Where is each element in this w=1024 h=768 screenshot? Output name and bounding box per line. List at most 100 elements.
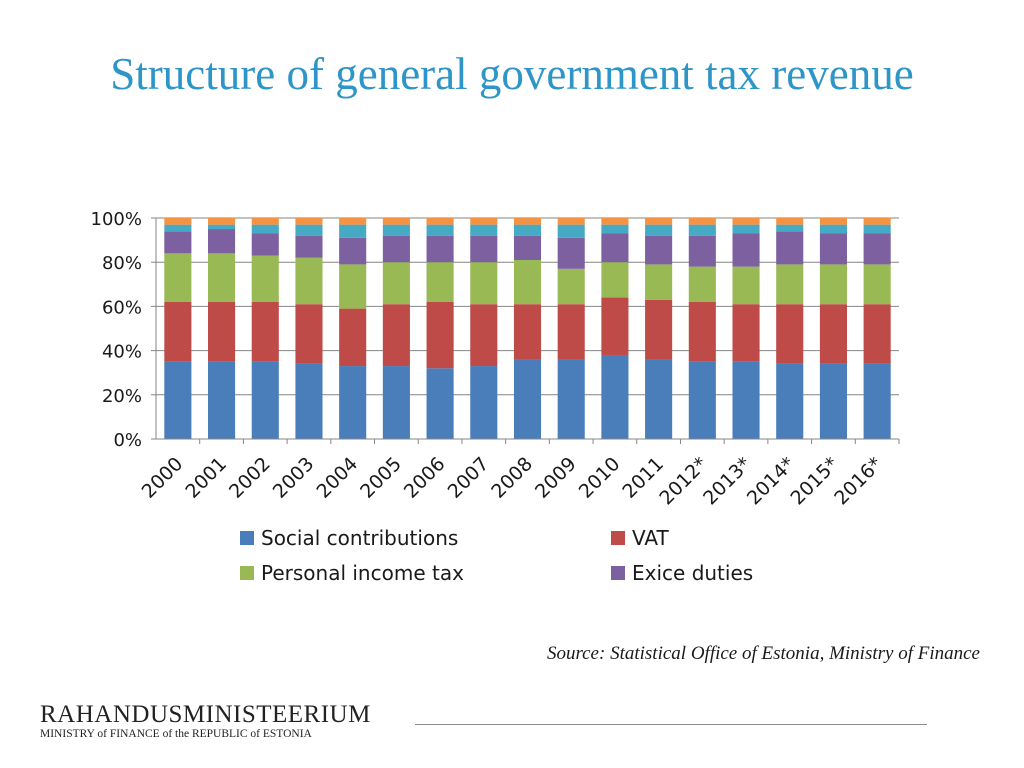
bar-segment-vat: [732, 304, 760, 362]
x-tick-label: 2008: [487, 453, 537, 503]
bar-segment-exice-duties: [513, 235, 542, 260]
bar-segment-personal-income-tax: [208, 253, 236, 302]
bar-segment-vat: [557, 304, 585, 360]
bar-segment-other-4: [557, 224, 585, 238]
bar-segment-exice-duties: [601, 233, 629, 263]
bar-segment-vat: [382, 304, 410, 367]
bar-segment-other-5: [164, 218, 192, 225]
bar-segment-personal-income-tax: [382, 262, 410, 305]
bar-segment-vat: [339, 308, 367, 367]
bar-segment-other-5: [688, 218, 716, 225]
bar-segment-other-5: [251, 218, 279, 225]
bar-segment-other-4: [645, 224, 673, 236]
y-tick-label: 20%: [102, 386, 142, 407]
y-tick-label: 0%: [113, 430, 142, 451]
bar-segment-exice-duties: [251, 233, 279, 256]
bar-segment-other-4: [513, 224, 542, 236]
legend-swatch: [611, 531, 625, 545]
bar-segment-social-contributions: [819, 363, 847, 439]
y-tick-label: 100%: [91, 209, 142, 230]
x-tick-label: 2016*: [830, 453, 886, 509]
bar-segment-social-contributions: [295, 363, 323, 439]
bar-segment-exice-duties: [470, 235, 498, 263]
legend-swatch: [611, 566, 625, 580]
bar-segment-social-contributions: [645, 359, 673, 439]
x-tick-label: 2012*: [655, 453, 711, 509]
x-tick-label: 2000: [138, 453, 188, 503]
bar-segment-other-4: [732, 224, 760, 234]
bar-segment-other-5: [601, 218, 629, 225]
bar-segment-social-contributions: [164, 361, 192, 439]
bar-segment-vat: [251, 301, 279, 362]
bar-segment-social-contributions: [208, 361, 236, 439]
x-tick-label: 2004: [312, 453, 362, 503]
bar-segment-other-5: [208, 218, 236, 225]
legend-swatch: [240, 566, 254, 580]
x-tick-label: 2003: [269, 453, 319, 503]
bar-segment-other-5: [819, 218, 847, 225]
bar-segment-other-5: [382, 218, 410, 225]
bar-segment-social-contributions: [470, 366, 498, 439]
bar-segment-other-5: [295, 218, 323, 225]
y-tick-label: 80%: [102, 253, 142, 274]
bar-segment-other-4: [601, 224, 629, 234]
bar-segment-other-5: [470, 218, 498, 225]
bar-segment-social-contributions: [863, 363, 891, 439]
bar-segment-other-4: [251, 224, 279, 234]
bar-segment-social-contributions: [601, 355, 629, 439]
bar-segment-personal-income-tax: [601, 262, 629, 298]
bar-segment-other-4: [819, 224, 847, 234]
bar-segment-other-5: [426, 218, 454, 225]
bar-segment-personal-income-tax: [164, 253, 192, 302]
bar-segment-other-4: [688, 224, 716, 236]
bar-segment-exice-duties: [339, 237, 367, 265]
x-tick-label: 2010: [575, 453, 625, 503]
bar-segment-other-5: [645, 218, 673, 225]
legend-label: Exice duties: [632, 561, 753, 585]
x-tick-label: 2009: [531, 453, 581, 503]
bar-segment-personal-income-tax: [470, 262, 498, 305]
x-tick-label: 2006: [400, 453, 450, 503]
bar-segment-vat: [776, 304, 804, 364]
bar-segment-social-contributions: [339, 366, 367, 439]
legend-label: VAT: [632, 526, 670, 550]
bar-segment-other-4: [164, 224, 192, 232]
bar-segment-exice-duties: [295, 235, 323, 258]
bar-segment-other-5: [776, 218, 804, 225]
y-tick-label: 40%: [102, 342, 142, 363]
bar-segment-exice-duties: [645, 235, 673, 265]
bar-segment-exice-duties: [208, 229, 236, 254]
bar-segment-other-5: [863, 218, 891, 225]
ministry-logo-subtitle: MINISTRY of FINANCE of the REPUBLIC of E…: [40, 728, 312, 740]
footer-divider: [415, 724, 927, 725]
bar-segment-personal-income-tax: [513, 259, 542, 305]
y-tick-label: 60%: [102, 297, 142, 318]
bar-segment-other-5: [557, 218, 585, 225]
bar-segment-other-4: [295, 224, 323, 236]
x-tick-label: 2005: [356, 453, 406, 503]
bar-segment-vat: [295, 304, 323, 364]
bar-segment-personal-income-tax: [819, 264, 847, 305]
bar-segment-personal-income-tax: [645, 264, 673, 300]
bar-segment-vat: [601, 297, 629, 356]
bar-segment-exice-duties: [426, 235, 454, 263]
bar-segment-vat: [863, 304, 891, 364]
bar-segment-social-contributions: [513, 359, 542, 439]
bar-segment-exice-duties: [164, 231, 192, 254]
source-note: Source: Statistical Office of Estonia, M…: [546, 643, 980, 664]
bar-segment-exice-duties: [732, 233, 760, 267]
bar-segment-vat: [819, 304, 847, 364]
x-tick-label: 2007: [444, 453, 494, 503]
bar-segment-other-5: [339, 218, 367, 225]
bar-segment-social-contributions: [382, 366, 410, 439]
x-tick-label: 2002: [225, 453, 275, 503]
bar-segment-vat: [208, 301, 236, 362]
ministry-logo-name: RAHANDUSMINISTEERIUM: [40, 701, 371, 728]
bar-segment-other-4: [208, 224, 236, 230]
bar-segment-personal-income-tax: [339, 264, 367, 309]
x-tick-label: 2013*: [699, 453, 755, 509]
bar-segment-personal-income-tax: [251, 255, 279, 302]
bar-segment-other-4: [863, 224, 891, 234]
bar-segment-other-4: [426, 224, 454, 236]
bar-segment-personal-income-tax: [863, 264, 891, 305]
